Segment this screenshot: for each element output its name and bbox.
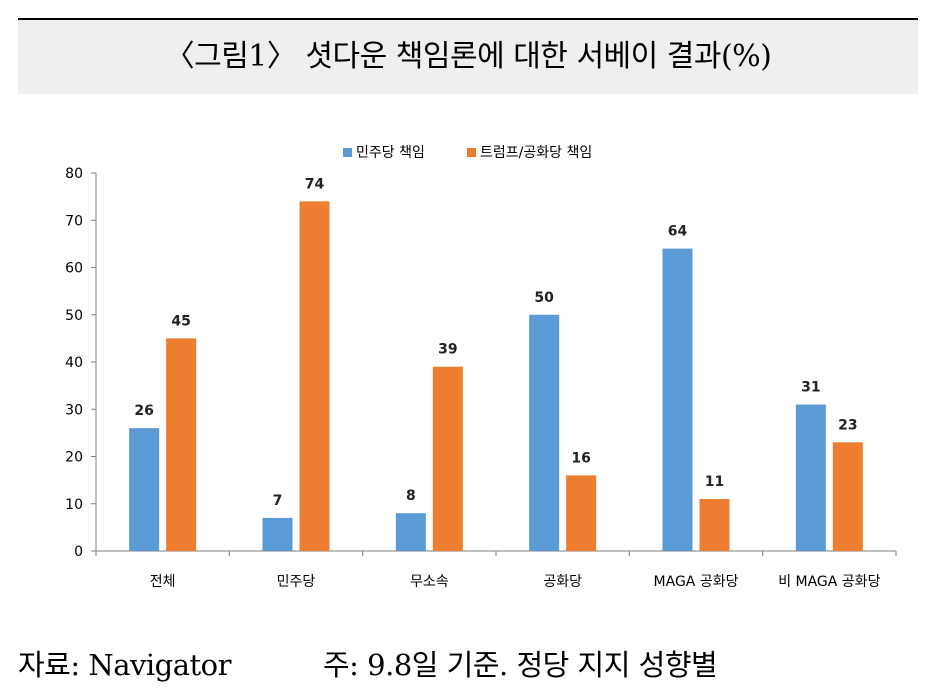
y-tick-label: 20 xyxy=(65,450,83,466)
legend-label-series1: 민주당 책임 xyxy=(356,145,425,161)
y-tick-label: 30 xyxy=(65,402,83,418)
x-tick-label: 공화당 xyxy=(543,574,582,590)
data-label: 26 xyxy=(134,403,153,419)
y-tick-label: 80 xyxy=(65,166,83,182)
y-tick-label: 0 xyxy=(74,544,83,560)
bar-series1 xyxy=(262,517,293,551)
bar-series2 xyxy=(566,475,597,551)
bar-series1 xyxy=(129,428,160,551)
y-tick-label: 60 xyxy=(65,261,83,277)
bars: 26 7 8 50 64 31 45 74 39 16 11 23 xyxy=(129,176,863,551)
x-tick-label: 무소속 xyxy=(410,574,449,590)
x-tick-label: 비 MAGA 공화당 xyxy=(778,574,880,590)
source-text: 자료: Navigator xyxy=(18,648,232,682)
y-tick-label: 10 xyxy=(65,497,83,513)
bar-series2 xyxy=(299,201,330,551)
figure-title: 〈그림1〉 셧다운 책임론에 대한 서베이 결과(%) xyxy=(164,39,772,74)
data-label: 64 xyxy=(668,224,688,240)
bar-series1 xyxy=(795,404,826,551)
note-text: 주: 9.8일 기준. 정당 지지 성향별 xyxy=(323,648,718,682)
data-label: 7 xyxy=(273,493,283,509)
footer: 자료: Navigator 주: 9.8일 기준. 정당 지지 성향별 xyxy=(18,640,918,690)
title-band: 〈그림1〉 셧다운 책임론에 대한 서베이 결과(%) xyxy=(18,20,918,94)
bar-series2 xyxy=(832,442,863,551)
axes: 0 10 20 30 40 50 60 70 80 전체 민주당 무소속 공화당 MAGA 공화당 비 MA… xyxy=(65,166,897,590)
data-label: 39 xyxy=(438,342,457,358)
bar-series2 xyxy=(699,499,730,551)
data-label: 8 xyxy=(406,488,416,504)
top-rule xyxy=(18,18,918,20)
x-tick-label: 전체 xyxy=(150,574,176,590)
bar-series1 xyxy=(395,513,426,551)
legend: 민주당 책임 트럼프/공화당 책임 xyxy=(343,145,592,161)
bar-series2 xyxy=(432,366,463,551)
bar-series1 xyxy=(529,314,560,551)
bar-chart: 민주당 책임 트럼프/공화당 책임 0 10 20 30 40 50 60 70 80 전체 민주당… xyxy=(65,145,897,590)
data-label: 74 xyxy=(305,176,325,192)
bar-series2 xyxy=(166,338,197,551)
data-label: 31 xyxy=(801,380,820,396)
data-label: 23 xyxy=(838,417,857,433)
y-tick-label: 50 xyxy=(65,308,83,324)
y-tick-label: 40 xyxy=(65,355,83,371)
data-label: 11 xyxy=(705,474,724,490)
data-label: 50 xyxy=(534,290,554,306)
data-label: 45 xyxy=(171,313,190,329)
data-label: 16 xyxy=(571,450,590,466)
legend-swatch-series1 xyxy=(343,148,352,157)
y-tick-label: 70 xyxy=(65,213,83,229)
x-tick-label: 민주당 xyxy=(277,574,316,590)
legend-swatch-series2 xyxy=(467,148,476,157)
bar-series1 xyxy=(662,248,693,551)
x-tick-label: MAGA 공화당 xyxy=(654,574,739,590)
legend-label-series2: 트럼프/공화당 책임 xyxy=(480,145,592,161)
